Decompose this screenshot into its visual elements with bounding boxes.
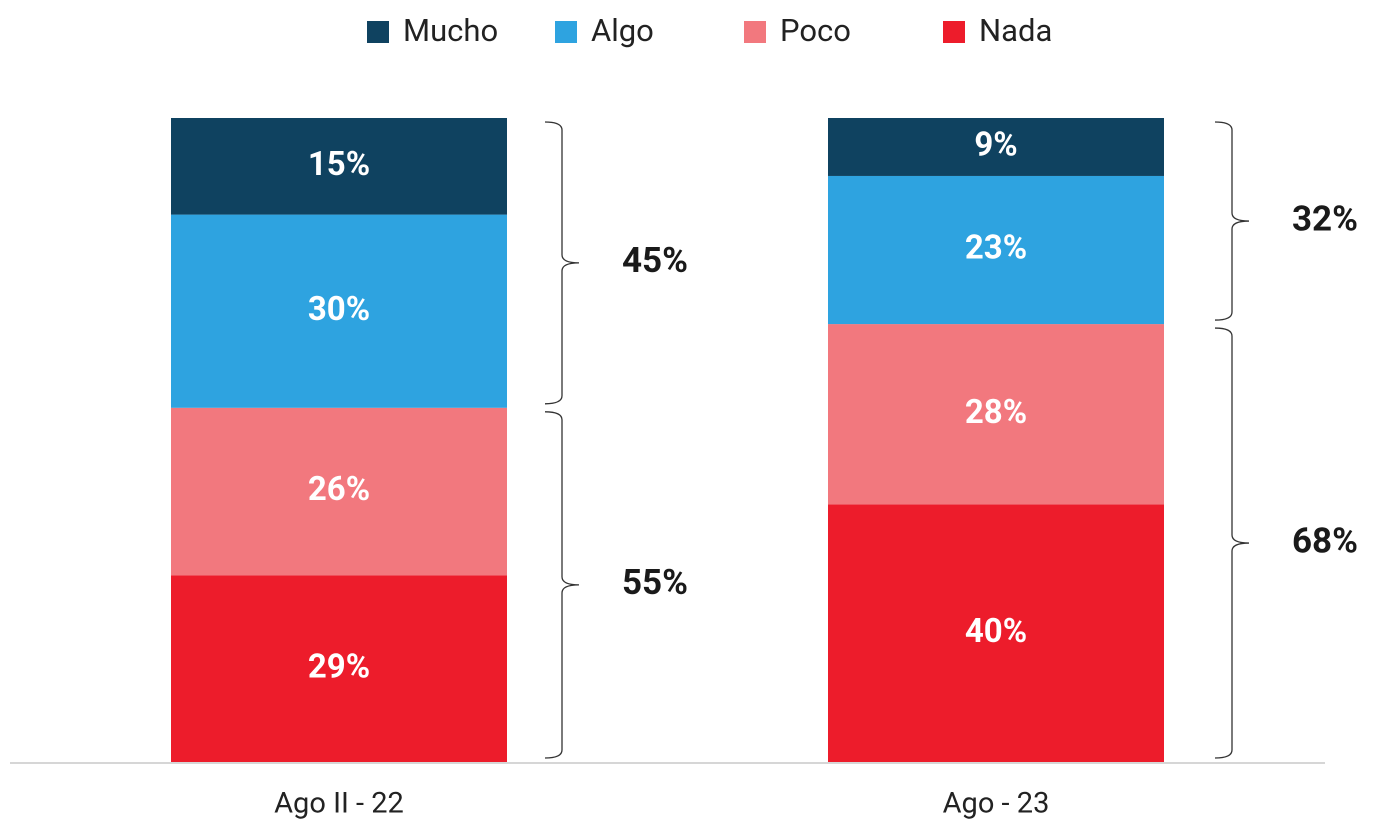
group-total-label: 68% — [1292, 520, 1358, 561]
data-label: 40% — [965, 612, 1027, 651]
legend-label: Nada — [979, 12, 1052, 49]
data-label: 15% — [308, 145, 370, 184]
bar-segment — [171, 118, 507, 215]
group-total-label: 45% — [622, 240, 688, 281]
legend-label: Poco — [780, 12, 851, 49]
legend-label: Mucho — [403, 12, 498, 49]
brace — [1214, 121, 1250, 321]
data-label: 30% — [308, 290, 370, 329]
data-label: 26% — [308, 470, 370, 509]
x-tick-label: Ago II - 22 — [274, 787, 404, 819]
data-label: 23% — [965, 229, 1027, 268]
bar-segment — [828, 324, 1164, 505]
brace — [544, 121, 580, 405]
group-total-label: 55% — [622, 562, 688, 603]
bar-segment — [171, 575, 507, 762]
data-label: 9% — [974, 126, 1017, 165]
bar-segment — [171, 214, 507, 408]
group-total-label: 32% — [1292, 198, 1358, 239]
bar-segment — [828, 504, 1164, 762]
bar-segment — [171, 407, 507, 576]
bar-segment — [828, 175, 1164, 325]
x-tick-label: Ago - 23 — [943, 787, 1050, 819]
brace — [1214, 327, 1250, 759]
legend-swatch — [744, 21, 766, 43]
legend-swatch — [943, 21, 965, 43]
legend-label: Algo — [591, 12, 654, 49]
legend-swatch — [555, 21, 577, 43]
data-label: 29% — [308, 647, 370, 686]
bar-segment — [828, 118, 1164, 176]
legend-swatch — [367, 21, 389, 43]
brace — [544, 411, 580, 759]
data-label: 28% — [965, 393, 1027, 432]
